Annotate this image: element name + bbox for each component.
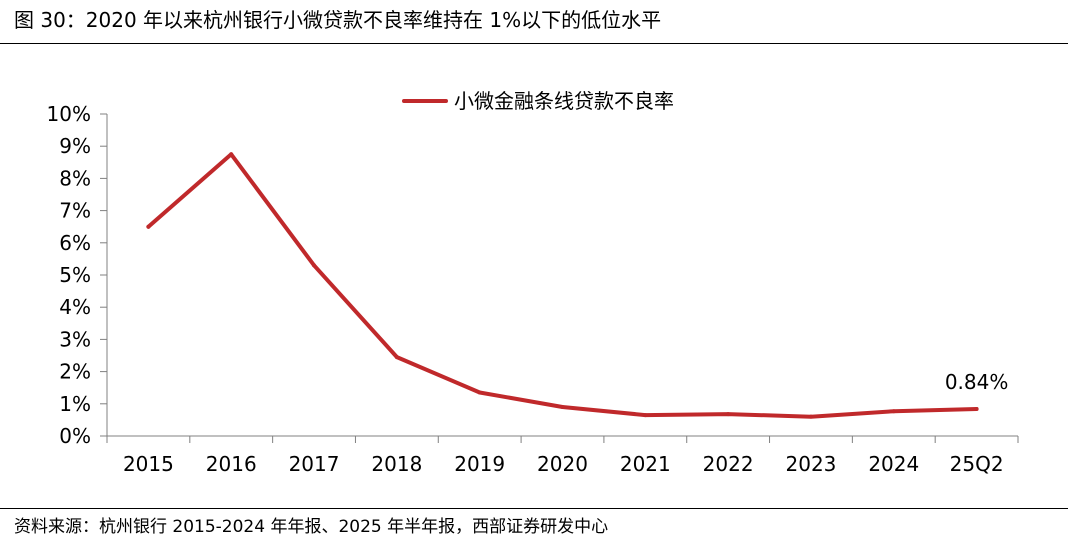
figure-title: 图 30：2020 年以来杭州银行小微贷款不良率维持在 1%以下的低位水平 [14, 8, 662, 32]
y-axis-tick-label: 4% [59, 295, 91, 319]
data-label: 0.84% [945, 370, 1009, 394]
series-line [146, 152, 979, 419]
title-divider [0, 43, 1068, 44]
x-axis-tick-label: 2021 [620, 452, 671, 476]
data-point [477, 390, 482, 395]
chart-legend: 小微金融条线贷款不良率 [402, 89, 674, 113]
data-point [974, 406, 979, 411]
y-axis-tick-label: 7% [59, 199, 91, 223]
x-axis-tick-labels: 2015 2016 2017 2018 2019 2020 2021 2022 2023 2024… [123, 452, 1004, 476]
x-axis-tick-label: 2017 [289, 452, 340, 476]
data-point [146, 224, 151, 229]
x-axis-tick-label: 2018 [371, 452, 422, 476]
y-axis-tick-label: 10% [47, 102, 91, 126]
data-point [643, 413, 648, 418]
x-axis-tick-label: 2022 [703, 452, 754, 476]
data-point [726, 412, 731, 417]
legend-label: 小微金融条线贷款不良率 [454, 89, 674, 113]
data-point [891, 409, 896, 414]
y-axis-tick-label: 5% [59, 263, 91, 287]
x-axis-tick-label: 2020 [537, 452, 588, 476]
chart-axes [100, 113, 1019, 443]
y-axis-tick-label: 6% [59, 231, 91, 255]
y-axis-tick-label: 9% [59, 134, 91, 158]
data-point [808, 414, 813, 419]
data-point [229, 152, 234, 157]
x-axis-tick-label: 2019 [454, 452, 505, 476]
y-axis-tick-label: 8% [59, 166, 91, 190]
data-point [394, 355, 399, 360]
x-axis-tick-label: 2024 [868, 452, 919, 476]
data-point [312, 263, 317, 268]
y-axis-tick-label: 1% [59, 392, 91, 416]
data-point [560, 405, 565, 410]
y-axis-tick-label: 3% [59, 327, 91, 351]
x-axis-tick-label: 2016 [206, 452, 257, 476]
chart-annotations: 0.84% [945, 370, 1009, 394]
y-axis-tick-label: 2% [59, 360, 91, 384]
y-axis-tick-labels: 0% 1% 2% 3% 4% 5% 6% 7% 8% 9% 10% [47, 102, 91, 448]
source-divider [0, 508, 1068, 509]
x-axis-tick-label: 2015 [123, 452, 174, 476]
x-axis-tick-label: 25Q2 [950, 452, 1004, 476]
chart-series [146, 152, 979, 419]
source-note: 资料来源：杭州银行 2015-2024 年年报、2025 年半年报，西部证券研发… [14, 517, 609, 537]
x-axis-tick-label: 2023 [786, 452, 837, 476]
y-axis-tick-label: 0% [59, 424, 91, 448]
